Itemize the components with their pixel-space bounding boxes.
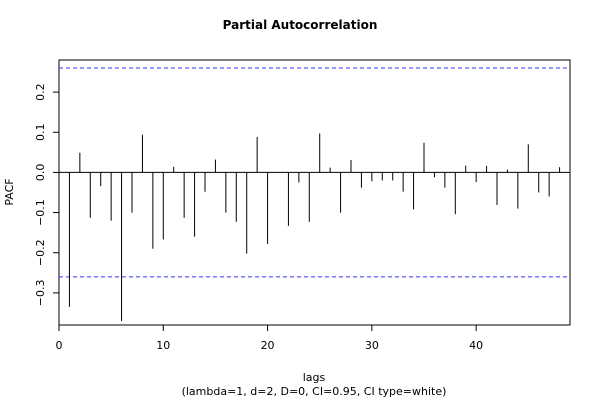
x-tick-label: 20	[261, 339, 275, 352]
pacf-bars	[68, 133, 561, 321]
x-tick-label: 40	[469, 339, 483, 352]
x-tick-label: 30	[365, 339, 379, 352]
y-tick-label: 0.0	[34, 164, 47, 182]
x-axis: 0 10 20 30 40	[56, 325, 483, 352]
x-tick-label: 10	[156, 339, 170, 352]
chart-subtitle: (lambda=1, d=2, D=0, CI=0.95, CI type=wh…	[182, 385, 447, 398]
y-tick-label: −0.2	[34, 239, 47, 266]
chart-title: Partial Autocorrelation	[223, 18, 378, 32]
x-tick-label: 0	[56, 339, 63, 352]
y-tick-label: 0.2	[34, 83, 47, 101]
y-axis: −0.3 −0.2 −0.1 0.0 0.1 0.2	[34, 83, 59, 306]
y-axis-title: PACF	[3, 178, 16, 205]
y-tick-label: 0.1	[34, 124, 47, 142]
confidence-lines	[59, 67, 570, 278]
y-tick-label: −0.3	[34, 280, 47, 307]
y-tick-label: −0.1	[34, 199, 47, 226]
plot-frame	[58, 59, 571, 326]
x-axis-title: lags	[303, 371, 326, 384]
